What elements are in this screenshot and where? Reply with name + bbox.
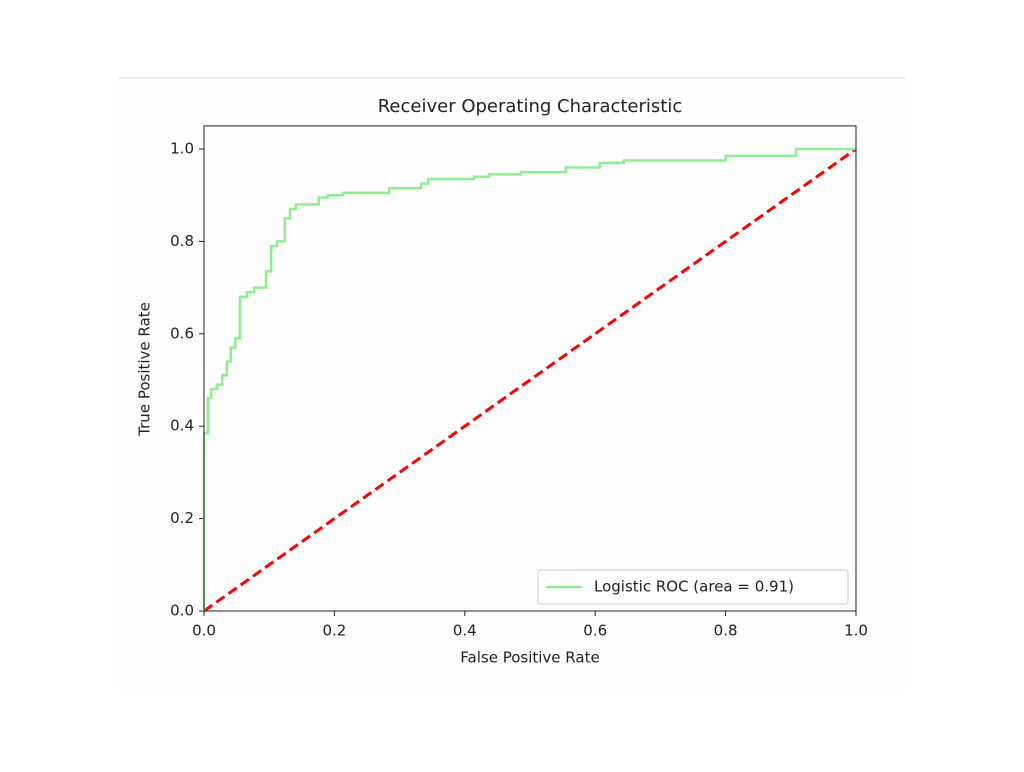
y-tick-label: 0.8 — [170, 232, 194, 250]
series-line — [203, 147, 857, 613]
legend-label: Logistic ROC (area = 0.91) — [594, 578, 794, 596]
x-tick-label: 0.6 — [583, 622, 607, 640]
x-tick-label: 0.4 — [453, 622, 477, 640]
x-tick-label: 1.0 — [844, 622, 868, 640]
y-tick-label: 1.0 — [170, 140, 194, 158]
x-tick-label: 0.8 — [714, 622, 738, 640]
x-tick-label: 0.2 — [322, 622, 346, 640]
y-tick-label: 0.6 — [170, 324, 194, 342]
y-axis-label: True Positive Rate — [136, 302, 154, 437]
y-tick-label: 0.2 — [170, 509, 194, 527]
x-axis-label: False Positive Rate — [460, 649, 599, 667]
y-tick-label: 0.0 — [170, 602, 194, 620]
series-line — [202, 147, 856, 611]
x-tick-label: 0.0 — [192, 622, 216, 640]
y-tick-label: 0.4 — [170, 417, 194, 435]
legend-box — [537, 569, 849, 605]
chart-title: Receiver Operating Characteristic — [378, 96, 683, 117]
plot-frame — [203, 125, 857, 612]
